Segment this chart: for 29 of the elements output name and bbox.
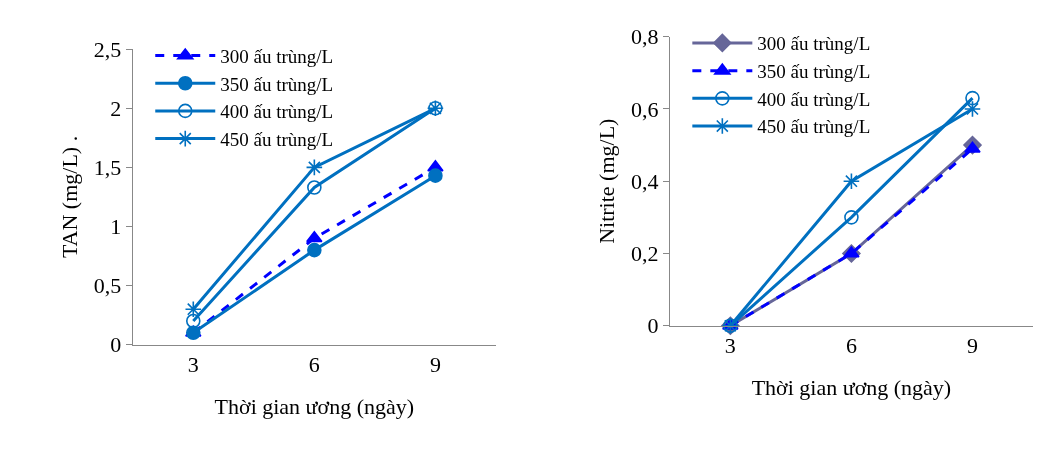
x-tick-label: 9 (966, 333, 978, 359)
y-tick-label: 2,5 (93, 36, 122, 62)
y-tick-label: 1,5 (93, 155, 122, 181)
legend-label: 300 ấu trùng/L (220, 45, 334, 67)
y-tick-label: 0,6 (630, 96, 659, 122)
y-tick-label: 1 (110, 214, 122, 240)
y-tick-label: 0 (647, 313, 659, 339)
y-tick-label: 2 (110, 96, 122, 122)
legend-label: 450 ấu trùng/L (757, 116, 871, 138)
x-axis-title: Thời gian ương (ngày) (751, 375, 952, 401)
y-tick-label: 0,2 (630, 241, 659, 267)
legend-label: 450 ấu trùng/L (220, 129, 334, 151)
x-axis-title: Thời gian ương (ngày) (214, 393, 415, 419)
legend-label: 400 ấu trùng/L (220, 101, 334, 123)
y-axis-title: TAN (mg/L) . (56, 135, 82, 259)
y-tick-label: 0,8 (630, 24, 659, 50)
y-axis-title: Nitrite (mg/L) (593, 118, 619, 244)
x-tick-label: 6 (308, 352, 320, 378)
x-tick-label: 3 (187, 352, 199, 378)
x-tick-label: 6 (845, 333, 857, 359)
y-tick-label: 0 (110, 332, 122, 358)
legend-label: 400 ấu trùng/L (757, 88, 871, 110)
legend-label: 350 ấu trùng/L (220, 73, 334, 95)
x-tick-label: 3 (724, 333, 736, 359)
legend-label: 300 ấu trùng/L (757, 33, 871, 55)
legend-label: 350 ấu trùng/L (757, 61, 871, 83)
y-tick-label: 0,4 (630, 168, 659, 194)
y-tick-label: 0,5 (93, 273, 122, 299)
x-tick-label: 9 (429, 352, 441, 378)
